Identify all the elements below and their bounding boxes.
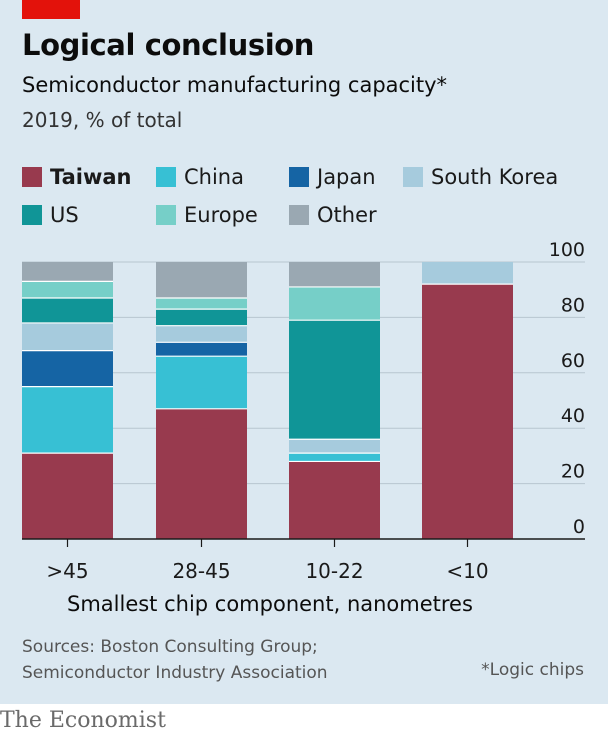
bar-segment-us — [289, 320, 380, 440]
legend-label-europe: Europe — [184, 203, 258, 227]
legend-swatch-taiwan — [22, 167, 42, 187]
bar-segment-south-korea — [289, 439, 380, 454]
y-tick-label: 40 — [561, 405, 585, 427]
legend-item-taiwan: Taiwan — [22, 165, 132, 189]
bar-segment-south-korea — [422, 262, 513, 285]
legend-swatch-japan — [289, 167, 309, 187]
legend-item-japan: Japan — [289, 165, 376, 189]
brand-red-tag — [22, 0, 80, 19]
stacked-bar-chart: 0 20 40 60 80 100 >45 28-45 10-22 <10 — [22, 239, 585, 583]
source-note: Sources: Boston Consulting Group; Semico… — [22, 634, 328, 686]
bar-segment-china — [156, 356, 247, 409]
bar-segment-south-korea — [156, 325, 247, 343]
x-tick-label: <10 — [446, 559, 488, 583]
x-tick-label: 10-22 — [305, 559, 363, 583]
legend-item-south-korea: South Korea — [403, 165, 558, 189]
source-line-2: Semiconductor Industry Association — [22, 663, 328, 683]
chart-unit: 2019, % of total — [22, 108, 183, 132]
legend-swatch-us — [22, 205, 42, 225]
y-tick-label: 100 — [549, 239, 585, 261]
x-axis-title: Smallest chip component, nanometres — [67, 592, 473, 616]
bar-segment-europe — [22, 281, 113, 299]
bar-segment-south-korea — [22, 322, 113, 351]
legend-label-taiwan: Taiwan — [50, 165, 132, 189]
legend-label-other: Other — [317, 203, 377, 227]
bar-segment-us — [22, 298, 113, 323]
x-tick-label: 28-45 — [172, 559, 230, 583]
legend-item-china: China — [156, 165, 244, 189]
bar-segment-taiwan — [289, 461, 380, 539]
legend-label-china: China — [184, 165, 244, 189]
legend-label-us: US — [50, 203, 79, 227]
x-tick-label: >45 — [46, 559, 88, 583]
legend-item-us: US — [22, 203, 79, 227]
legend-swatch-other — [289, 205, 309, 225]
bar-segment-other — [22, 262, 113, 282]
bar-segment-taiwan — [156, 408, 247, 539]
legend-swatch-europe — [156, 205, 176, 225]
y-tick-label: 80 — [561, 294, 585, 316]
legend-swatch-china — [156, 167, 176, 187]
y-tick-label: 60 — [561, 350, 585, 372]
y-tick-label: 20 — [561, 461, 585, 483]
bar-segment-europe — [156, 298, 247, 310]
bar-segment-taiwan — [422, 284, 513, 539]
bar-segment-china — [289, 453, 380, 462]
source-line-1: Sources: Boston Consulting Group; — [22, 637, 318, 657]
bar-segment-other — [289, 262, 380, 287]
bar-segment-japan — [156, 342, 247, 357]
publisher-brand: The Economist — [0, 708, 166, 733]
bar-segment-china — [22, 386, 113, 454]
y-tick-label: 0 — [573, 516, 585, 538]
footnote: *Logic chips — [481, 660, 584, 680]
chart-subtitle: Semiconductor manufacturing capacity* — [22, 73, 448, 97]
chart-title: Logical conclusion — [22, 28, 315, 62]
bar-segment-other — [156, 262, 247, 299]
legend-item-europe: Europe — [156, 203, 258, 227]
bar-segment-japan — [22, 350, 113, 387]
legend-label-japan: Japan — [317, 165, 376, 189]
bar-segment-us — [156, 309, 247, 326]
legend-item-other: Other — [289, 203, 377, 227]
bar-segment-taiwan — [22, 453, 113, 539]
legend-swatch-south-korea — [403, 167, 423, 187]
bar-segment-europe — [289, 286, 380, 321]
legend-label-south-korea: South Korea — [431, 165, 559, 189]
